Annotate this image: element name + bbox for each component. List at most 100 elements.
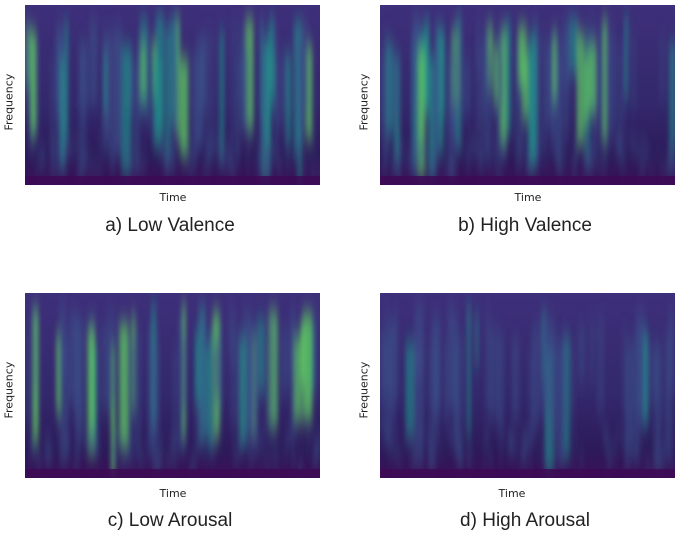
low-band-cell bbox=[641, 137, 646, 157]
low-band-cell bbox=[298, 144, 304, 152]
streak bbox=[201, 310, 207, 438]
low-band-cell bbox=[63, 457, 67, 465]
low-band-cell bbox=[439, 448, 445, 457]
streak bbox=[64, 18, 69, 140]
low-band-cell bbox=[229, 139, 233, 147]
streak bbox=[537, 32, 548, 152]
streak bbox=[137, 320, 141, 448]
low-band-cell bbox=[522, 136, 528, 146]
low-band-cell bbox=[201, 162, 206, 177]
low-band-cell bbox=[418, 149, 422, 157]
low-band-cell bbox=[397, 165, 402, 185]
low-band-cell bbox=[126, 449, 130, 460]
streak bbox=[394, 310, 399, 398]
low-band-cell bbox=[230, 159, 235, 178]
x-axis-label: Time bbox=[159, 191, 187, 204]
low-band-cell bbox=[202, 449, 206, 462]
streak bbox=[87, 327, 96, 454]
low-band-cell bbox=[430, 456, 434, 470]
low-band-cell bbox=[477, 141, 483, 160]
low-band-cell bbox=[434, 438, 439, 448]
low-band-cell bbox=[168, 439, 174, 455]
streak bbox=[208, 333, 214, 451]
panel-caption: c) Low Arousal bbox=[107, 510, 233, 531]
streak bbox=[241, 49, 249, 131]
low-band-cell bbox=[197, 136, 202, 146]
low-band-cell bbox=[517, 144, 522, 165]
streak bbox=[199, 303, 203, 427]
streak bbox=[388, 318, 397, 404]
low-band-cell bbox=[282, 446, 288, 456]
low-band-cell bbox=[558, 453, 564, 472]
streak bbox=[30, 31, 37, 135]
low-band-cell bbox=[64, 148, 67, 162]
low-band-cell bbox=[493, 141, 499, 162]
low-band-cell bbox=[31, 444, 35, 452]
streak bbox=[25, 325, 30, 428]
streak bbox=[200, 35, 208, 111]
low-band-cell bbox=[485, 144, 489, 153]
low-band-cell bbox=[285, 157, 290, 172]
low-band-cell bbox=[261, 429, 266, 440]
low-band-cell bbox=[125, 161, 130, 172]
low-band-cell bbox=[273, 456, 280, 467]
streak bbox=[280, 327, 289, 394]
streak bbox=[196, 36, 203, 148]
low-band-cell bbox=[454, 445, 457, 465]
streak bbox=[576, 32, 585, 144]
streak bbox=[274, 28, 279, 157]
low-band-cell bbox=[533, 141, 540, 154]
streak bbox=[557, 43, 562, 178]
streak bbox=[443, 341, 449, 427]
streak bbox=[119, 322, 129, 449]
low-band-cell bbox=[45, 432, 49, 440]
streak bbox=[562, 19, 571, 87]
low-band-cell bbox=[36, 450, 42, 468]
y-axis-label: Frequency bbox=[2, 73, 16, 131]
streak bbox=[560, 27, 568, 148]
low-band-cell bbox=[159, 440, 164, 461]
streak bbox=[292, 336, 302, 422]
low-band-cell bbox=[455, 136, 459, 153]
low-band-cell bbox=[605, 440, 611, 457]
low-band-cell bbox=[165, 457, 171, 472]
low-band-cell bbox=[400, 155, 405, 163]
streak bbox=[413, 16, 419, 76]
low-band-cell bbox=[543, 141, 547, 151]
low-band-cell bbox=[140, 156, 147, 175]
streak bbox=[503, 21, 512, 135]
low-band-cell bbox=[298, 458, 303, 478]
low-band-cell bbox=[574, 148, 578, 164]
streak bbox=[607, 38, 618, 128]
low-band-cell bbox=[232, 439, 236, 458]
low-band-cell bbox=[168, 140, 172, 157]
low-band-cell bbox=[156, 458, 162, 474]
streak bbox=[274, 54, 285, 129]
low-band-cell bbox=[172, 142, 176, 156]
streak bbox=[413, 340, 424, 468]
low-band-cell bbox=[204, 457, 209, 465]
streak bbox=[467, 303, 471, 437]
low-band-cell bbox=[673, 436, 675, 444]
streak bbox=[555, 341, 565, 464]
streak bbox=[381, 34, 390, 167]
low-band-cell bbox=[442, 161, 446, 180]
low-band-cell bbox=[513, 439, 518, 455]
low-band-cell bbox=[436, 432, 441, 448]
low-band-cell bbox=[646, 459, 650, 478]
low-band-cell bbox=[145, 448, 149, 464]
streak bbox=[180, 335, 187, 412]
low-band-cell bbox=[120, 441, 127, 455]
low-band-cell bbox=[80, 157, 85, 172]
low-band-cell bbox=[72, 141, 78, 159]
streak bbox=[627, 341, 637, 463]
low-band-cell bbox=[525, 135, 530, 144]
low-band-cell bbox=[273, 446, 278, 458]
streak bbox=[69, 312, 78, 404]
streak bbox=[514, 43, 524, 162]
streak bbox=[110, 30, 119, 156]
low-band-cell bbox=[128, 142, 132, 152]
streak bbox=[544, 47, 549, 132]
low-band-cell bbox=[205, 138, 210, 146]
low-band-cell bbox=[188, 163, 194, 176]
